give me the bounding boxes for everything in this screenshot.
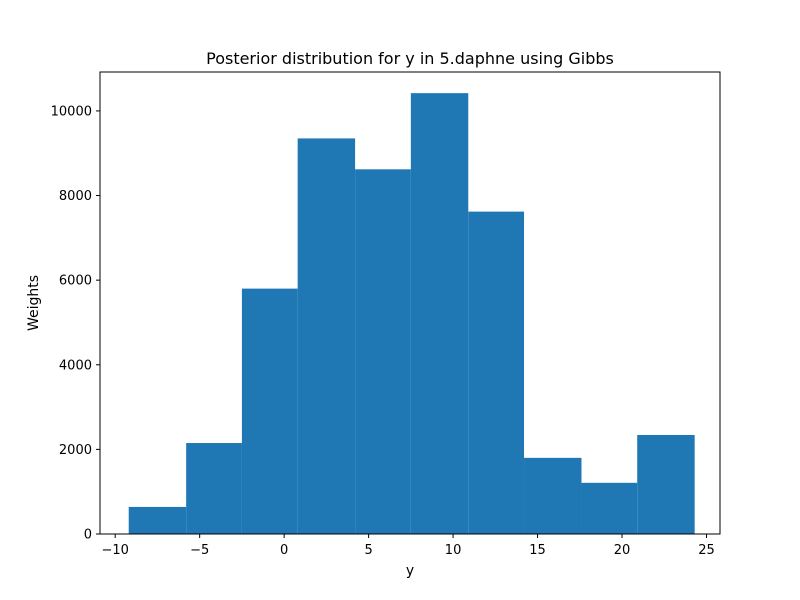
- y-tick-label: 6000: [59, 274, 92, 289]
- histogram-bar-4: [297, 138, 356, 534]
- histogram-bar-9: [581, 482, 638, 534]
- y-axis-label: Weights: [26, 275, 42, 331]
- x-tick-label: −5: [190, 543, 209, 558]
- y-tick-label: 4000: [59, 358, 92, 373]
- bars-group: [128, 93, 695, 535]
- histogram-bar-6: [410, 93, 469, 535]
- y-axis-ticks: 0 2000 4000 6000 8000 10000: [51, 104, 100, 543]
- x-axis-label: y: [406, 563, 414, 579]
- x-tick-label: 15: [529, 543, 546, 558]
- x-tick-label: 10: [445, 543, 462, 558]
- histogram-bar-1: [128, 506, 187, 534]
- x-tick-label: 5: [364, 543, 372, 558]
- x-tick-label: 25: [698, 543, 715, 558]
- x-axis-ticks: −10 −5 0 5 10 15 20 25: [101, 534, 715, 558]
- chart-title: Posterior distribution for y in 5.daphne…: [206, 49, 614, 68]
- histogram-bar-5: [355, 169, 411, 535]
- histogram-bar-7: [468, 211, 525, 534]
- y-tick-label: 8000: [59, 189, 92, 204]
- x-tick-label: 20: [614, 543, 631, 558]
- histogram-bar-2: [186, 443, 242, 534]
- plot-area-frame: [99, 71, 721, 535]
- y-tick-label: 10000: [51, 104, 92, 119]
- x-tick-label: 0: [280, 543, 288, 558]
- histogram-bar-10: [637, 435, 695, 534]
- histogram-bar-8: [524, 457, 582, 534]
- x-tick-label: −10: [101, 543, 128, 558]
- y-tick-label: 2000: [59, 443, 92, 458]
- histogram-bar-3: [241, 288, 298, 534]
- y-tick-label: 0: [84, 528, 92, 543]
